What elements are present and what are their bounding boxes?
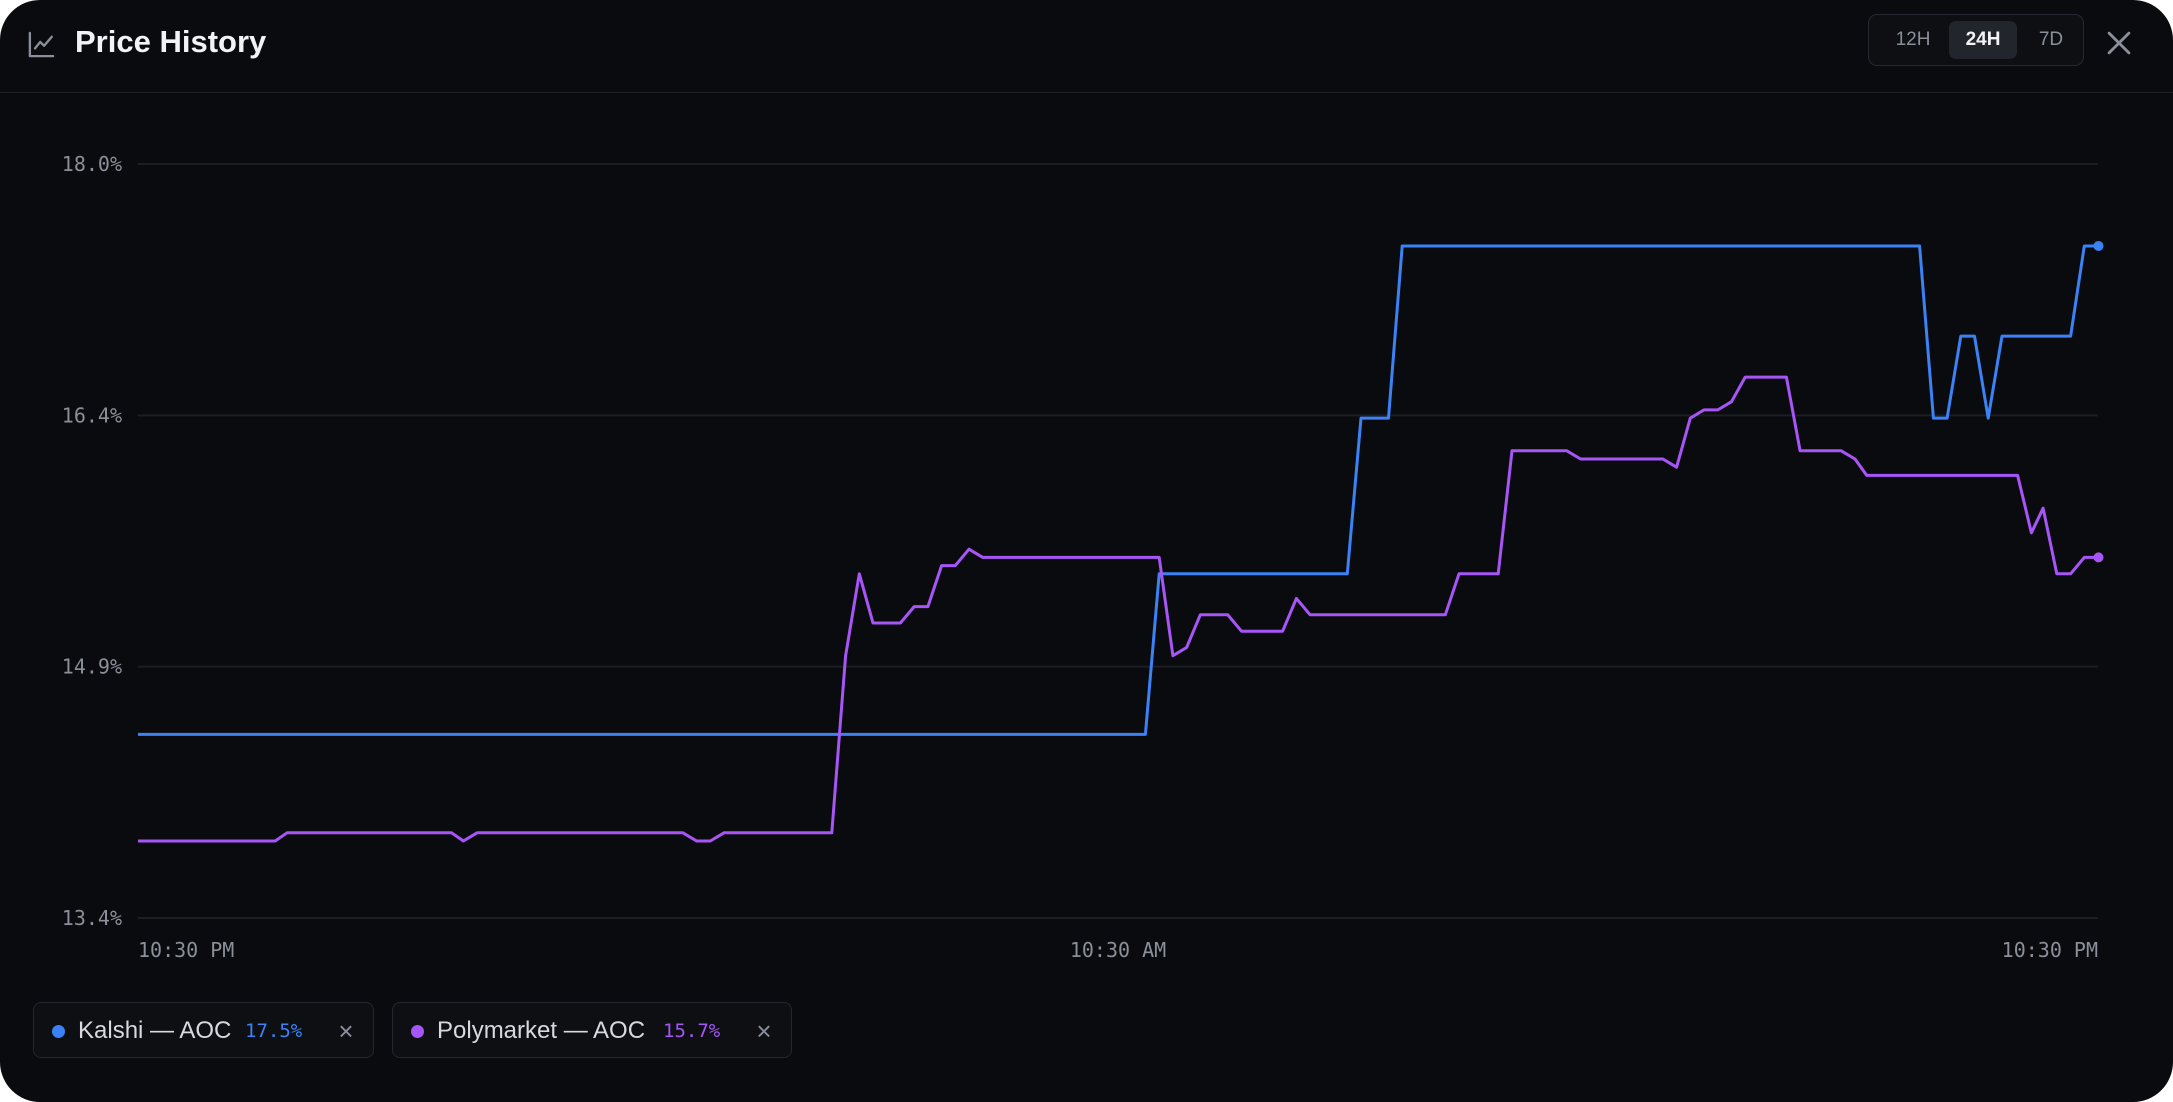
polymarket-series-label: Polymarket — AOC bbox=[437, 1017, 646, 1044]
series-endpoint-kalshi bbox=[2093, 240, 2104, 251]
y-tick-label: 16.4% bbox=[62, 403, 122, 427]
kalshi-series-value: 17.5% bbox=[245, 1020, 303, 1042]
kalshi-series-dot bbox=[52, 1025, 65, 1038]
line-chart-icon bbox=[28, 31, 55, 58]
range-12h-button[interactable]: 12H bbox=[1895, 29, 1931, 50]
series-line-polymarket bbox=[138, 375, 2098, 843]
series-line-kalshi bbox=[138, 244, 2098, 736]
remove-kalshi-button[interactable]: × bbox=[338, 1016, 354, 1046]
y-tick-label: 13.4% bbox=[62, 906, 122, 930]
x-tick-label: 10:30 PM bbox=[138, 938, 234, 962]
range-7d-button[interactable]: 7D bbox=[2038, 29, 2064, 50]
remove-polymarket-button[interactable]: × bbox=[756, 1016, 772, 1046]
x-tick-label: 10:30 AM bbox=[1070, 938, 1166, 962]
time-range-selector: 12H 24H 7D bbox=[1868, 14, 2084, 66]
close-icon[interactable] bbox=[2102, 26, 2136, 60]
polymarket-series-dot bbox=[411, 1025, 424, 1038]
panel-title: Price History bbox=[75, 24, 267, 59]
y-tick-label: 18.0% bbox=[62, 152, 122, 176]
y-tick-label: 14.9% bbox=[62, 655, 122, 679]
range-24h-button[interactable]: 24H bbox=[1949, 21, 2017, 59]
panel-header: Price History 12H 24H 7D bbox=[0, 0, 2173, 93]
x-tick-label: 10:30 PM bbox=[2002, 938, 2098, 962]
polymarket-series-value: 15.7% bbox=[663, 1020, 721, 1042]
price-chart: 18.0% 16.4% 14.9% 13.4% 10:30 PM 10:30 AM 10:3… bbox=[62, 152, 2104, 962]
kalshi-series-label: Kalshi — AOC bbox=[78, 1017, 232, 1044]
legend-chip-kalshi: Kalshi — AOC 17.5% × bbox=[33, 1002, 374, 1058]
legend-chip-polymarket: Polymarket — AOC 15.7% × bbox=[392, 1002, 792, 1058]
series-endpoint-polymarket bbox=[2093, 552, 2104, 563]
